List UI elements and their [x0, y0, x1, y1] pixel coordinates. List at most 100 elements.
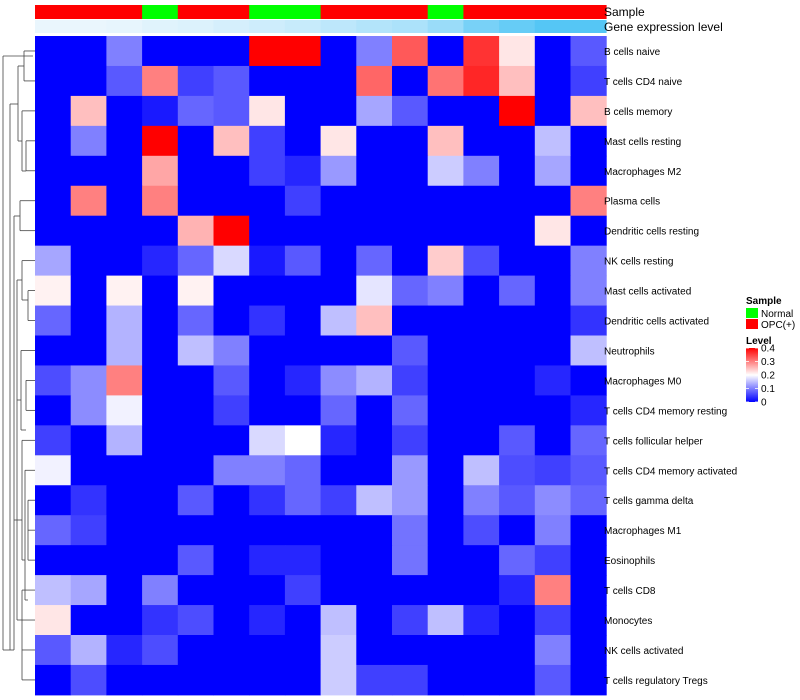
row-label: B cells naive: [604, 47, 661, 58]
heatmap-cell: [356, 605, 393, 636]
heatmap-cell: [106, 95, 143, 127]
heatmap-cell: [463, 455, 500, 486]
heatmap-cell: [213, 125, 250, 157]
heatmap-cell: [35, 455, 72, 486]
heatmap-cell: [106, 365, 143, 396]
heatmap-cell: [142, 515, 179, 546]
heatmap-cell: [499, 245, 536, 277]
heatmap-cell: [106, 185, 143, 217]
heatmap-cell: [249, 275, 286, 307]
heatmap-cell: [570, 575, 607, 606]
row-label: T cells follicular helper: [604, 436, 703, 447]
heatmap-cell: [35, 275, 72, 307]
heatmap-cell: [284, 125, 322, 157]
heatmap-cell: [570, 664, 607, 696]
heatmap-cell: [356, 305, 393, 336]
heatmap-cell: [284, 95, 322, 127]
heatmap-cell: [284, 635, 322, 666]
heatmap-cell: [142, 545, 179, 576]
heatmap-cell: [249, 425, 286, 456]
heatmap-cell: [106, 155, 143, 187]
heatmap-cell: [320, 275, 357, 307]
heatmap-cell: [320, 245, 357, 277]
heatmap-cell: [427, 65, 464, 97]
heatmap-cell: [213, 305, 250, 336]
heatmap-cell: [70, 395, 107, 426]
heatmap-cell: [499, 365, 536, 396]
heatmap-cell: [392, 395, 429, 426]
heatmap-cell: [249, 605, 286, 636]
heatmap-cell: [427, 215, 464, 247]
heatmap-cell: [106, 215, 143, 247]
heatmap-cell: [213, 395, 250, 426]
heatmap-cell: [534, 395, 571, 426]
heatmap-cell: [284, 36, 322, 67]
heatmap-cell: [106, 635, 143, 666]
expression-annotation-cell: [534, 20, 571, 33]
heatmap-cell: [177, 365, 214, 396]
heatmap-cell: [142, 635, 179, 666]
sample-annotation-cell: [427, 5, 464, 19]
heatmap-cell: [463, 185, 500, 217]
expression-annotation-cell: [249, 20, 286, 33]
heatmap-cell: [356, 245, 393, 277]
sample-annotation-cell: [142, 5, 179, 19]
expression-annotation-cell: [427, 20, 464, 33]
heatmap-cell: [499, 95, 536, 127]
heatmap-cell: [177, 545, 214, 576]
heatmap-cell: [356, 635, 393, 666]
heatmap-cell: [320, 335, 357, 366]
heatmap-cell: [177, 275, 214, 307]
heatmap-cell: [249, 215, 286, 247]
heatmap-cell: [570, 95, 607, 127]
heatmap-cell: [534, 575, 571, 606]
heatmap-cell: [177, 185, 214, 217]
heatmap-cell: [392, 335, 429, 366]
heatmap-cell: [392, 65, 429, 97]
heatmap-cell: [249, 395, 286, 426]
heatmap-cell: [570, 36, 607, 67]
heatmap-cell: [177, 664, 214, 696]
heatmap-cell: [499, 425, 536, 456]
heatmap-cell: [392, 125, 429, 157]
heatmap-cell: [35, 215, 72, 247]
sample-annotation-cell: [249, 5, 286, 19]
heatmap-cell: [356, 275, 393, 307]
heatmap-cell: [427, 395, 464, 426]
heatmap-cell: [177, 515, 214, 546]
heatmap-cell: [356, 155, 393, 187]
heatmap-cell: [463, 515, 500, 546]
heatmap-cell: [70, 425, 107, 456]
heatmap-cell: [106, 395, 143, 426]
heatmap-cell: [284, 365, 322, 396]
heatmap-cell: [427, 635, 464, 666]
heatmap-cell: [142, 36, 179, 67]
heatmap-cell: [499, 664, 536, 696]
heatmap-cell: [177, 95, 214, 127]
heatmap-cell: [320, 635, 357, 666]
heatmap-cell: [463, 335, 500, 366]
heatmap-cell: [356, 185, 393, 217]
column-annotations: [35, 5, 607, 33]
heatmap-cell: [392, 305, 429, 336]
heatmap-cell: [284, 335, 322, 366]
heatmap-cell: [320, 485, 357, 516]
heatmap-cell: [534, 605, 571, 636]
expression-annotation-cell: [356, 20, 393, 33]
heatmap-cell: [35, 125, 72, 157]
legend-sample-swatch: [746, 308, 758, 318]
heatmap-cell: [249, 455, 286, 486]
heatmap-cell: [142, 275, 179, 307]
heatmap-cell: [427, 245, 464, 277]
row-label: Monocytes: [604, 616, 652, 627]
heatmap-cell: [106, 65, 143, 97]
row-label: Dendritic cells resting: [604, 227, 699, 238]
heatmap-cell: [177, 65, 214, 97]
heatmap-cell: [499, 155, 536, 187]
expression-annotation-cell: [499, 20, 536, 33]
heatmap-cell: [213, 515, 250, 546]
sample-annotation-cell: [177, 5, 214, 19]
heatmap-cell: [142, 125, 179, 157]
heatmap-cell: [70, 545, 107, 576]
heatmap-cell: [392, 95, 429, 127]
